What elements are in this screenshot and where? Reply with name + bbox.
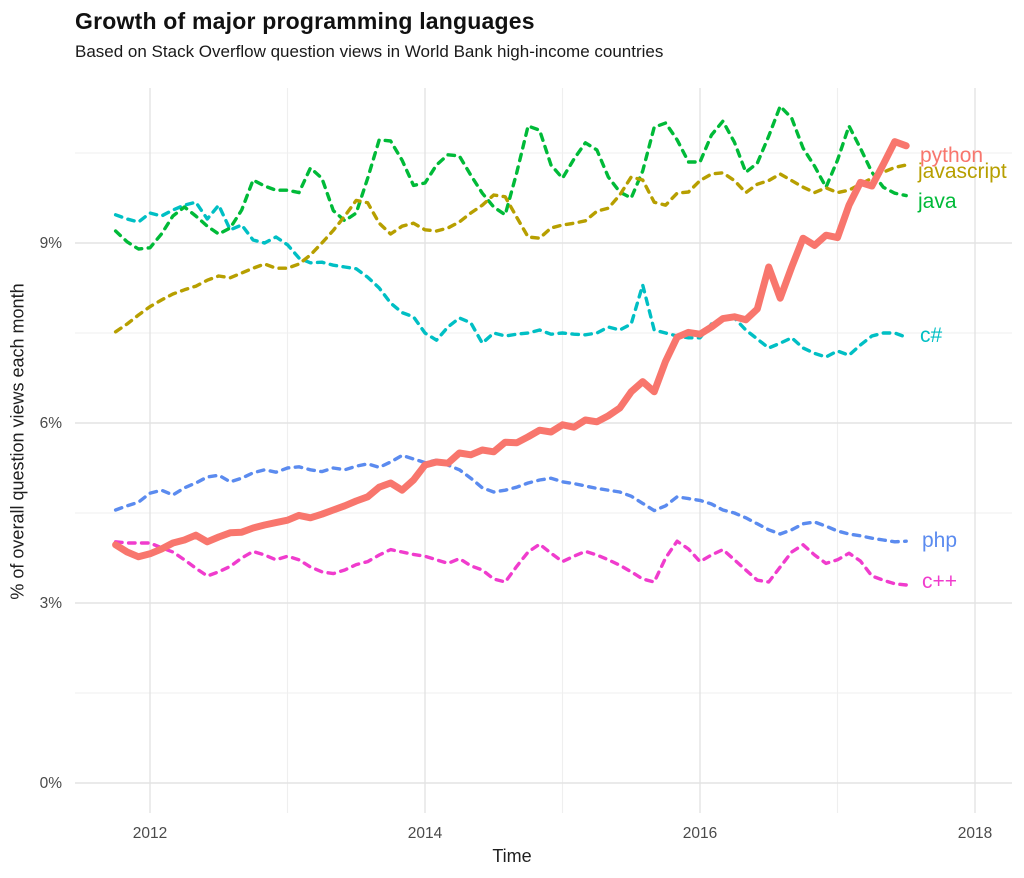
page-subtitle: Based on Stack Overflow question views i…: [75, 42, 664, 61]
series-line-cpp: [113, 539, 908, 587]
y-axis-title: % of overall question views each month: [7, 283, 28, 600]
y-tick-label: 9%: [40, 235, 63, 252]
series-line-java: [113, 104, 908, 251]
x-axis-title: Time: [492, 846, 532, 866]
x-tick-label: 2018: [958, 825, 992, 842]
series-line-csharp: [113, 200, 908, 359]
x-tick-label: 2012: [133, 825, 167, 842]
series-label-csharp: c#: [920, 324, 943, 347]
series-label-python: python: [920, 144, 984, 167]
series-line-python: [112, 138, 910, 561]
y-tick-label: 6%: [40, 415, 63, 432]
y-tick-label: 0%: [40, 775, 63, 792]
page-title: Growth of major programming languages: [75, 8, 535, 34]
series-line-php: [113, 453, 908, 544]
series-label-java: java: [918, 190, 957, 213]
y-tick-label: 3%: [40, 595, 63, 612]
series-line-javascript: [113, 163, 908, 334]
series-label-cpp: c++: [922, 570, 958, 593]
x-tick-label: 2016: [683, 825, 717, 842]
series-label-javascript: javascript: [918, 160, 1007, 183]
x-tick-label: 2014: [408, 825, 443, 842]
series-label-php: php: [922, 529, 958, 552]
